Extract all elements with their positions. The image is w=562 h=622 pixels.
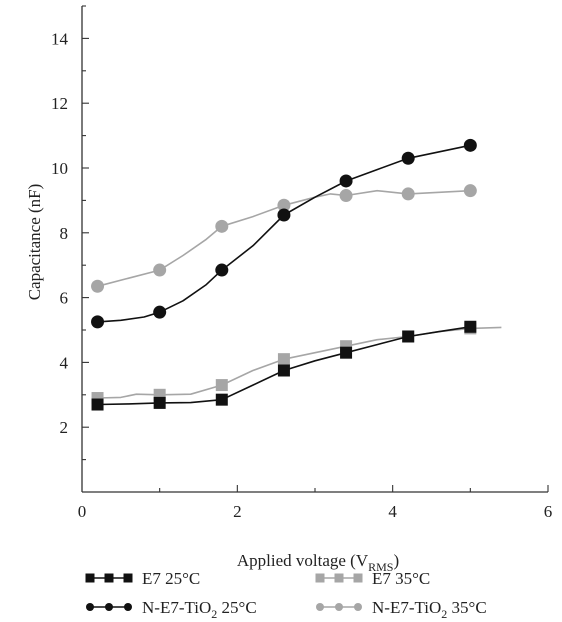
legend-item-e7-35-c: E7 35°C	[316, 569, 431, 588]
data-point-n-e7-tio-25-c	[402, 152, 415, 165]
data-point-e7-25-c	[340, 347, 352, 359]
series-line-n-e7-tio-25-c	[98, 145, 471, 322]
y-tick-label: 2	[60, 418, 69, 437]
x-tick-label: 4	[388, 502, 397, 521]
data-point-n-e7-tio-35-c	[153, 264, 166, 277]
legend-item-n-e7-tio-35-c: N-E7-TiO2 35°C	[316, 598, 487, 621]
data-point-n-e7-tio-25-c	[153, 306, 166, 319]
y-tick-label: 4	[60, 353, 69, 372]
legend-marker	[335, 603, 343, 611]
data-point-n-e7-tio-25-c	[215, 264, 228, 277]
data-point-e7-25-c	[402, 330, 414, 342]
legend-label: N-E7-TiO2 25°C	[142, 598, 257, 621]
data-point-e7-25-c	[154, 397, 166, 409]
x-tick-label: 2	[233, 502, 242, 521]
y-axis-title: Capacitance (nF)	[25, 184, 44, 301]
legend-marker	[124, 574, 133, 583]
data-point-n-e7-tio-35-c	[91, 280, 104, 293]
y-tick-label: 8	[60, 224, 69, 243]
legend-marker	[105, 603, 113, 611]
legend-marker	[354, 603, 362, 611]
data-point-e7-25-c	[216, 394, 228, 406]
legend-marker	[316, 603, 324, 611]
legend-item-e7-25-c: E7 25°C	[86, 569, 201, 588]
data-point-e7-25-c	[92, 399, 104, 411]
data-point-e7-35-c	[278, 353, 290, 365]
legend-marker	[86, 603, 94, 611]
data-point-n-e7-tio-35-c	[402, 187, 415, 200]
data-point-n-e7-tio-35-c	[215, 220, 228, 233]
data-point-n-e7-tio-25-c	[91, 315, 104, 328]
data-point-n-e7-tio-25-c	[340, 174, 353, 187]
x-tick-label: 0	[78, 502, 87, 521]
data-point-e7-25-c	[278, 365, 290, 377]
data-point-e7-25-c	[464, 321, 476, 333]
legend-marker	[335, 574, 344, 583]
plot-area: 2 4 6 8 10 12 14 0 2 4 6	[51, 6, 552, 521]
legend: E7 25°C E7 35°C N-E7-TiO2 25°C N-E7-TiO2 35…	[86, 569, 487, 621]
y-tick-label: 12	[51, 94, 68, 113]
legend-label: E7 25°C	[142, 569, 200, 588]
legend-item-n-e7-tio-25-c: N-E7-TiO2 25°C	[86, 598, 257, 621]
x-tick-label: 6	[544, 502, 553, 521]
legend-label: E7 35°C	[372, 569, 430, 588]
legend-marker	[105, 574, 114, 583]
legend-marker	[316, 574, 325, 583]
data-point-n-e7-tio-35-c	[340, 189, 353, 202]
data-point-n-e7-tio-35-c	[464, 184, 477, 197]
legend-marker	[86, 574, 95, 583]
y-tick-label: 10	[51, 159, 68, 178]
legend-marker	[354, 574, 363, 583]
data-point-n-e7-tio-25-c	[277, 208, 290, 221]
y-tick-label: 14	[51, 29, 69, 48]
legend-marker	[124, 603, 132, 611]
series-line-e7-35-c	[98, 327, 502, 398]
y-tick-label: 6	[60, 289, 69, 308]
data-point-e7-35-c	[216, 379, 228, 391]
legend-label: N-E7-TiO2 35°C	[372, 598, 487, 621]
data-point-n-e7-tio-25-c	[464, 139, 477, 152]
